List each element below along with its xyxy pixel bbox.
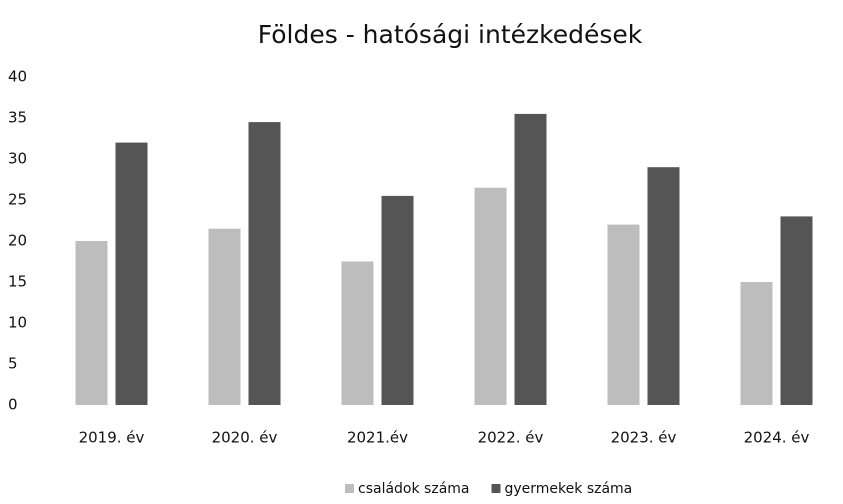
x-tick-label: 2019. év [79,429,145,447]
bar [208,228,241,405]
bar [341,261,374,405]
legend-label: gyermekek száma [505,481,633,497]
y-tick-label: 15 [8,273,27,291]
y-tick-label: 40 [8,68,27,86]
y-tick-label: 0 [8,396,18,414]
x-tick-label: 2021.év [347,429,408,447]
bar [607,224,640,405]
x-tick-label: 2023. év [611,429,677,447]
bar [381,195,414,405]
y-tick-label: 5 [8,355,18,373]
bar [474,187,507,405]
y-tick-label: 10 [8,314,27,332]
y-tick-label: 25 [8,191,27,209]
legend-swatch [491,484,501,493]
bar [780,216,813,405]
bar [115,142,148,405]
bar [647,167,680,405]
bar [514,113,547,406]
y-tick-label: 20 [8,232,27,250]
bar [740,282,773,405]
chart-title: Földes - hatósági intézkedések [258,20,643,49]
x-tick-label: 2020. év [212,429,278,447]
y-tick-label: 35 [8,109,27,127]
legend-label: családok száma [358,481,470,497]
bar [75,241,108,405]
x-tick-label: 2022. év [478,429,544,447]
y-tick-label: 30 [8,150,27,168]
x-tick-label: 2024. év [744,429,810,447]
bar [248,122,281,405]
legend-swatch [345,484,354,493]
